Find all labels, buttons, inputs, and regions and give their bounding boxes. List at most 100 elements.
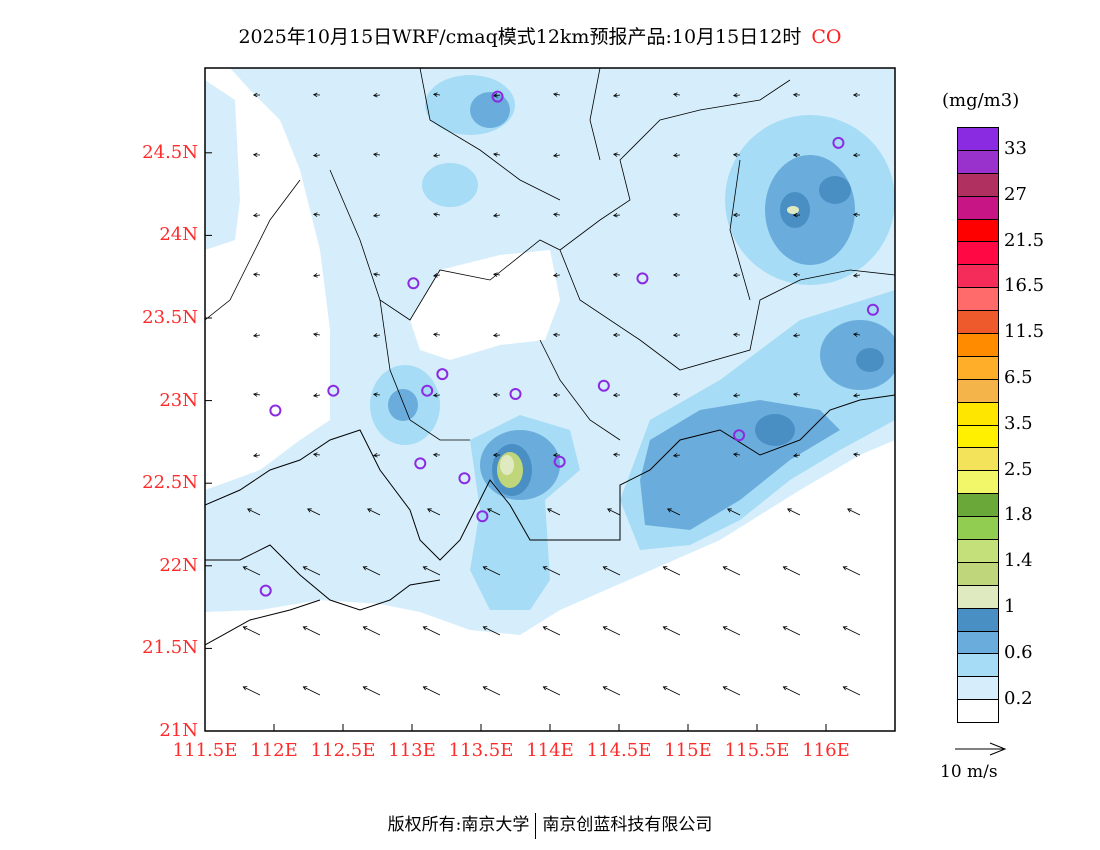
wind-arrow-icon <box>612 93 621 98</box>
wind-arrow-icon <box>612 452 621 458</box>
wind-arrow-icon <box>372 152 381 157</box>
colorbar-label: 1 <box>1004 595 1016 617</box>
wind-arrow-icon <box>486 508 501 516</box>
colorbar-label: 1.8 <box>1004 504 1033 526</box>
wind-arrow-icon <box>552 452 561 458</box>
wind-arrow-icon <box>426 508 441 516</box>
colorbar-label: 6.5 <box>1004 366 1033 388</box>
wind-arrow-icon <box>252 152 261 158</box>
wind-arrow-icon <box>433 212 441 217</box>
colorbar-swatch <box>958 425 998 449</box>
lon-tick-label: 112E <box>250 740 298 761</box>
colorbar-swatch <box>958 288 998 312</box>
wind-arrow-icon <box>432 153 441 158</box>
monitoring-station-marker <box>597 379 610 392</box>
lon-tick-label: 111.5E <box>172 740 238 761</box>
wind-arrow-icon <box>732 393 741 398</box>
wind-arrow-icon <box>246 508 261 516</box>
wind-reference-label: 10 m/s <box>940 762 998 782</box>
colorbar-label: 33 <box>1004 137 1027 159</box>
wind-arrow-icon <box>312 452 321 457</box>
wind-arrow-icon <box>312 212 321 217</box>
lat-tick-label: 23N <box>159 389 198 411</box>
wind-arrow-icon <box>552 332 561 338</box>
lat-tick-label: 22.5N <box>142 472 198 494</box>
wind-arrow-icon <box>372 333 381 338</box>
wind-arrow-icon <box>242 626 261 636</box>
wind-arrow-icon <box>482 566 501 576</box>
monitoring-station-marker <box>327 384 340 397</box>
wind-arrow-icon <box>362 686 381 696</box>
wind-arrow-icon <box>432 92 441 97</box>
wind-arrow-icon <box>312 393 321 398</box>
wind-arrow-icon <box>422 626 441 636</box>
monitoring-station-marker <box>509 387 522 400</box>
lat-tick-label: 23.5N <box>142 307 198 328</box>
wind-arrow-icon <box>542 566 561 576</box>
colorbar-label: 27 <box>1004 183 1027 205</box>
wind-arrow-icon <box>852 92 861 98</box>
wind-arrow-icon <box>722 566 741 576</box>
wind-arrow-icon <box>492 93 501 98</box>
wind-arrow-icon <box>372 92 381 98</box>
wind-arrow-icon <box>252 92 261 98</box>
lon-tick-label: 113.5E <box>448 740 514 761</box>
wind-arrow-icon <box>662 626 681 636</box>
wind-arrow-icon <box>612 332 621 338</box>
colorbar-swatch <box>958 471 998 495</box>
colorbar-swatch <box>958 402 998 426</box>
lat-tick-label: 21.5N <box>142 637 198 659</box>
wind-arrow-icon <box>366 508 381 516</box>
lat-tick-label: 21N <box>159 720 198 741</box>
wind-arrow-icon <box>432 452 441 458</box>
title-text: 2025年10月15日WRF/cmaq模式12km预报产品:10月15日12时 <box>238 26 802 48</box>
wind-arrow-icon <box>542 626 561 636</box>
copyright-owner: 版权所有:南京大学 <box>387 815 530 835</box>
colorbar-swatch <box>958 173 998 197</box>
wind-arrow-icon <box>732 332 741 338</box>
wind-arrow-icon <box>492 333 501 338</box>
lon-tick-label: 116E <box>802 740 850 761</box>
monitoring-station-marker <box>269 404 282 417</box>
wind-arrow-icon <box>852 212 861 218</box>
wind-arrow-icon <box>612 392 621 398</box>
wind-arrow-icon <box>662 566 681 576</box>
monitoring-station-marker <box>733 429 746 442</box>
colorbar-swatch <box>958 265 998 289</box>
colorbar-label: 16.5 <box>1004 275 1045 297</box>
wind-arrow-icon <box>312 152 321 158</box>
wind-arrow-icon <box>606 508 621 516</box>
colorbar-label: 2.5 <box>1004 458 1033 480</box>
lon-tick-label: 115.5E <box>724 740 790 761</box>
colorbar-swatch <box>958 196 998 220</box>
lon-tick-label: 114E <box>526 740 574 761</box>
colorbar-label: 1.4 <box>1004 550 1033 572</box>
monitoring-station-marker <box>421 384 434 397</box>
colorbar-swatch <box>958 494 998 518</box>
wind-arrow-icon <box>482 686 501 696</box>
wind-arrow-icon <box>362 566 381 576</box>
wind-arrow-icon <box>372 392 381 397</box>
colorbar-swatch <box>958 700 998 723</box>
lat-tick-label: 24N <box>159 224 198 246</box>
wind-arrow-icon <box>852 152 861 158</box>
copyright-company: 南京创蓝科技有限公司 <box>542 815 713 835</box>
wind-arrow-icon <box>672 272 681 278</box>
wind-arrow-icon <box>792 212 801 218</box>
colorbar-swatch <box>958 631 998 655</box>
wind-arrow-icon <box>552 153 561 158</box>
wind-arrow-icon <box>313 332 321 337</box>
lon-tick-label: 115E <box>664 740 712 761</box>
wind-arrow-icon <box>662 686 681 696</box>
colorbar-label: 11.5 <box>1004 321 1045 343</box>
wind-arrow-icon <box>492 272 501 277</box>
wind-arrow-icon <box>793 453 801 458</box>
wind-arrow-icon <box>373 272 381 277</box>
wind-arrow-icon <box>552 273 561 278</box>
colorbar-swatch <box>958 356 998 380</box>
colorbar-label: 0.6 <box>1004 641 1033 663</box>
colorbar-swatch <box>958 562 998 586</box>
wind-arrow-icon <box>672 392 681 398</box>
wind-arrow-icon <box>842 626 861 636</box>
wind-arrow-icon <box>792 152 801 158</box>
